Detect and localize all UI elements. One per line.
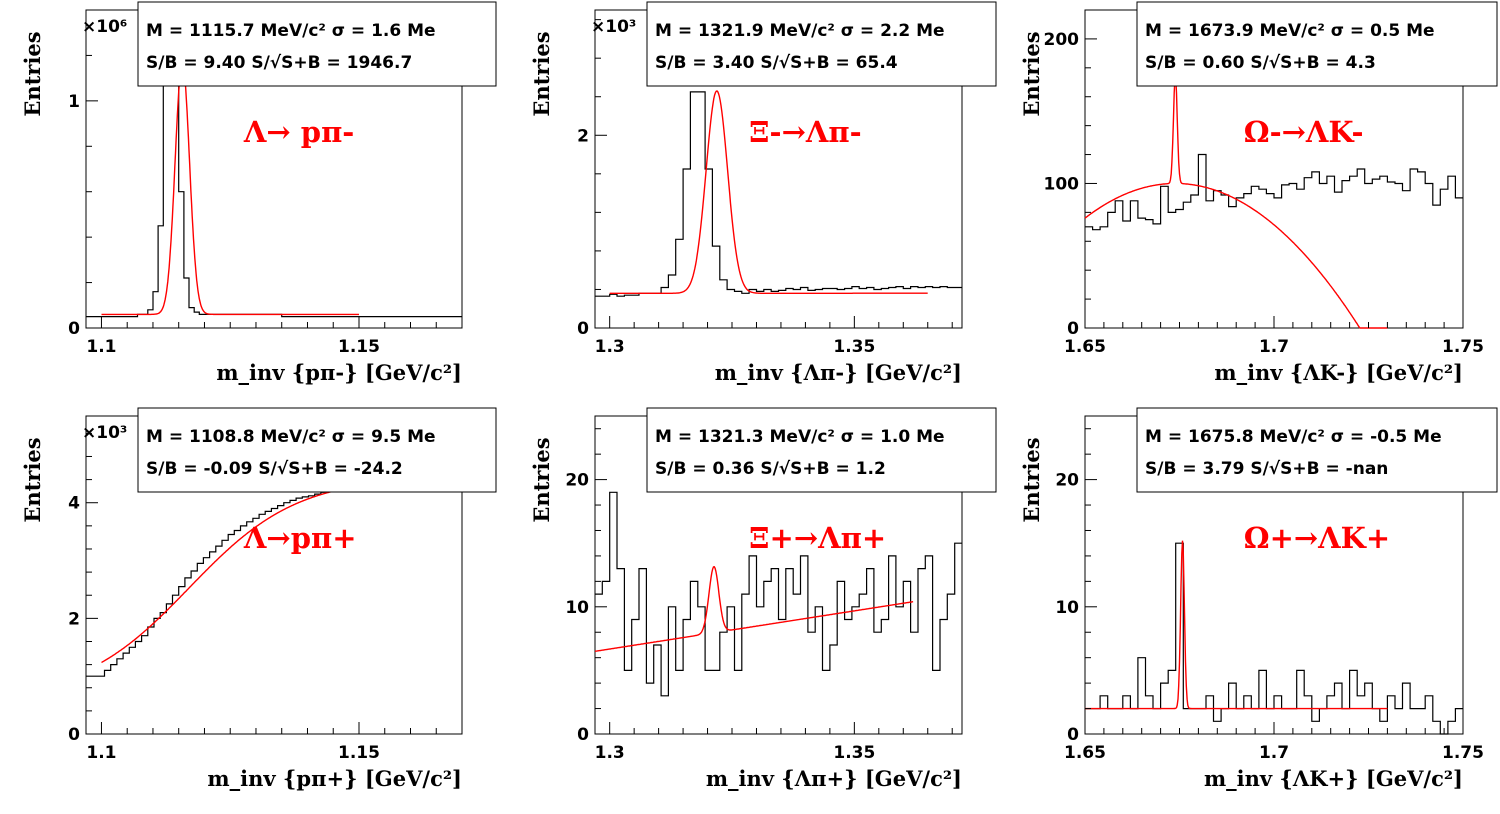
stats-line-significance: S/B = -0.09 S/√S+B = -24.2 [146,459,403,479]
histogram-steps [1085,542,1463,735]
y-axis-title: Entries [529,437,554,522]
fit-curve [609,90,928,294]
x-axis-title: m_inv {ΛK-} [GeV/c²] [1214,360,1463,385]
x-tick-label: 1.75 [1442,743,1484,763]
x-tick-label: 1.3 [595,337,625,357]
stats-box: M = 1321.3 MeV/c² σ = 1.0 Me S/B = 0.36 S… [646,407,997,493]
stats-box: M = 1108.8 MeV/c² σ = 9.5 Me S/B = -0.09 … [137,407,497,493]
x-tick-label: 1.15 [338,337,380,357]
panel-6: 0 10 20 1.65 1.7 1.75 Entries m_inv {ΛK+} [GeV/… [1019,407,1498,791]
y-multiplier: ×10³ [82,423,127,443]
fit-curve [594,566,914,652]
y-multiplier: ×10³ [591,17,636,37]
stats-line-significance: S/B = 3.40 S/√S+B = 65.4 [655,53,898,73]
x-tick-label: 1.35 [833,743,875,763]
stats-line-significance: S/B = 3.79 S/√S+B = -nan [1145,459,1388,479]
fit-curve [101,490,334,664]
y-tick-label: 1 [68,92,80,112]
stats-line-mass: M = 1108.8 MeV/c² σ = 9.5 Me [146,427,436,447]
stats-line-mass: M = 1115.7 MeV/c² σ = 1.6 Me [146,21,436,41]
stats-line-mass: M = 1673.9 MeV/c² σ = 0.5 Me [1145,21,1435,41]
y-tick-label: 0 [1067,725,1079,745]
x-axis-title: m_inv {Λπ-} [GeV/c²] [715,360,962,385]
panel-5: 0 10 20 1.3 1.35 Entries m_inv {Λπ+} [GeV/c²] M… [529,407,997,791]
decay-label: Λ→ pπ- [243,115,354,149]
y-axis-title: Entries [20,437,45,522]
x-tick-label: 1.1 [86,337,116,357]
histogram-steps [595,491,962,697]
fit-curve [101,61,359,316]
histogram-steps [86,483,462,677]
y-tick-label: 4 [68,494,80,514]
y-tick-label: 2 [68,609,80,629]
x-tick-label: 1.1 [86,743,116,763]
fit-curve [1085,540,1388,710]
fit-curve [1084,76,1388,329]
x-tick-label: 1.65 [1064,337,1106,357]
decay-label: Λ→pπ+ [243,521,357,555]
stats-line-mass: M = 1321.3 MeV/c² σ = 1.0 Me [655,427,945,447]
y-axis-title: Entries [1019,31,1044,116]
stats-line-mass: M = 1675.8 MeV/c² σ = -0.5 Me [1145,427,1442,447]
y-tick-label: 0 [68,725,80,745]
stats-line-significance: S/B = 0.36 S/√S+B = 1.2 [655,459,886,479]
panel-2: 0 2 1.3 1.35 ×10³ Entries m_inv {Λπ-} [GeV/c²]… [529,1,997,385]
y-tick-label: 0 [577,319,589,339]
stats-line-significance: S/B = 9.40 S/√S+B = 1946.7 [146,53,412,73]
y-tick-label: 0 [68,319,80,339]
x-tick-label: 1.3 [595,743,625,763]
x-tick-label: 1.7 [1259,743,1289,763]
y-multiplier: ×10⁶ [82,17,127,37]
stats-box: M = 1675.8 MeV/c² σ = -0.5 Me S/B = 3.79 … [1136,407,1498,493]
x-axis-title: m_inv {ΛK+} [GeV/c²] [1204,766,1463,791]
y-tick-label: 0 [1067,319,1079,339]
stats-box: M = 1115.7 MeV/c² σ = 1.6 Me S/B = 9.40 S… [137,1,497,87]
x-tick-label: 1.75 [1442,337,1484,357]
y-axis-title: Entries [20,31,45,116]
decay-label: Ω-→ΛK- [1244,115,1364,149]
decay-label: Ξ-→Λπ- [749,115,862,149]
panel-4: 0 2 4 1.1 1.15 ×10³ Entries m_inv {pπ+} [GeV/c²… [20,407,497,791]
x-tick-label: 1.7 [1259,337,1289,357]
stats-line-significance: S/B = 0.60 S/√S+B = 4.3 [1145,53,1376,73]
y-tick-label: 10 [1055,598,1079,618]
y-tick-label: 2 [577,126,589,146]
y-axis-title: Entries [1019,437,1044,522]
y-tick-label: 10 [565,598,589,618]
y-tick-label: 0 [577,725,589,745]
x-tick-label: 1.65 [1064,743,1106,763]
y-tick-label: 20 [565,471,589,491]
histogram-steps [1085,153,1463,231]
stats-line-mass: M = 1321.9 MeV/c² σ = 2.2 Me [655,21,945,41]
y-tick-label: 100 [1044,174,1080,194]
y-tick-label: 200 [1044,30,1080,50]
panel-1: 0 1 1.1 1.15 ×10⁶ Entries m_inv {pπ-} [GeV/c²]… [20,1,497,385]
decay-label: Ω+→ΛK+ [1244,521,1390,555]
x-axis-title: m_inv {pπ+} [GeV/c²] [207,766,462,791]
x-tick-label: 1.35 [833,337,875,357]
x-tick-label: 1.15 [338,743,380,763]
panel-3: 0 100 200 1.65 1.7 1.75 Entries m_inv {ΛK-} [Ge… [1019,1,1498,385]
x-axis-title: m_inv {Λπ+} [GeV/c²] [706,766,962,791]
stats-box: M = 1673.9 MeV/c² σ = 0.5 Me S/B = 0.60 S… [1136,1,1498,87]
x-axis-title: m_inv {pπ-} [GeV/c²] [216,360,462,385]
y-axis-title: Entries [529,31,554,116]
y-tick-label: 20 [1055,471,1079,491]
stats-box: M = 1321.9 MeV/c² σ = 2.2 Me S/B = 3.40 S… [646,1,997,87]
decay-label: Ξ+→Λπ+ [749,521,886,555]
histogram-steps [595,91,962,297]
